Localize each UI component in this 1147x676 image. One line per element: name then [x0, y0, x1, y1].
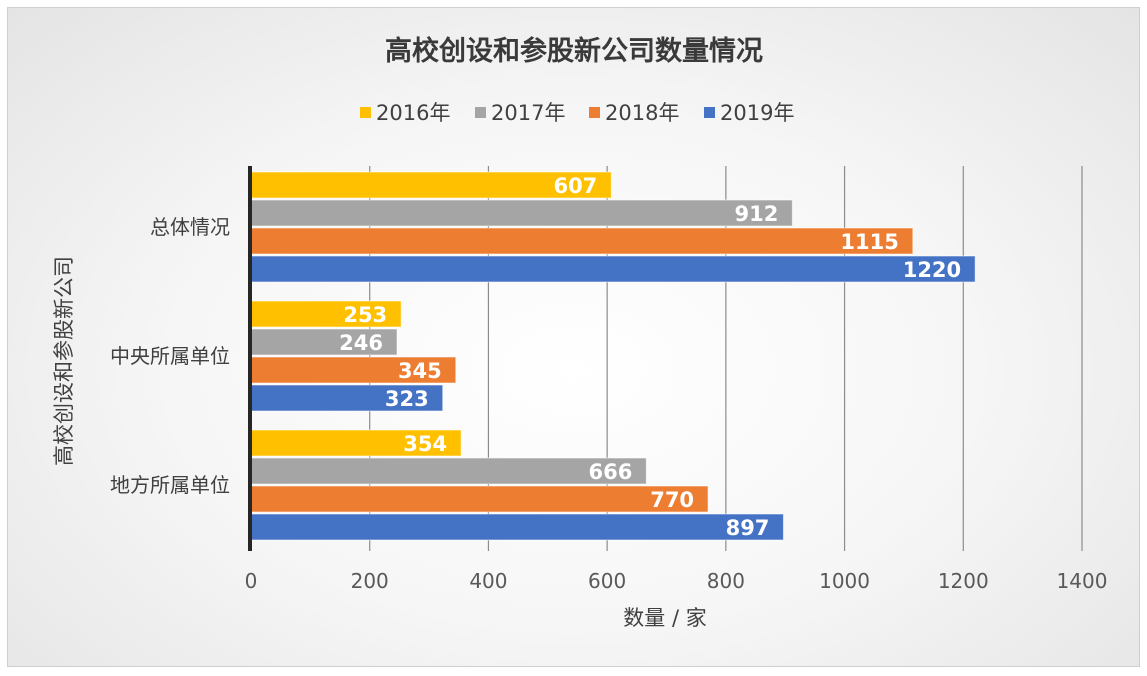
data-label: 354 — [403, 432, 447, 456]
data-label: 1220 — [903, 258, 961, 282]
data-label: 1115 — [840, 230, 898, 254]
chart-area: 高校创设和参股新公司数量情况 2016年 2017年 2018年 2019年 607 9… — [7, 7, 1140, 667]
bar — [250, 255, 976, 283]
legend-swatch — [360, 107, 371, 118]
legend-label: 2018年 — [605, 101, 679, 125]
data-label: 666 — [588, 460, 632, 484]
data-label: 912 — [734, 202, 778, 226]
data-label: 323 — [385, 387, 429, 411]
legend-swatch — [704, 107, 715, 118]
legend-label: 2016年 — [376, 101, 450, 125]
bar-chart: 高校创设和参股新公司数量情况 2016年 2017年 2018年 2019年 607 9… — [52, 35, 1108, 630]
x-tick-label: 1400 — [1057, 569, 1108, 593]
bar — [250, 485, 709, 513]
data-label: 253 — [343, 303, 387, 327]
x-tick-labels: 0 200 400 600 800 1000 1200 1400 — [245, 569, 1108, 593]
bar — [250, 328, 398, 356]
category-label: 总体情况 — [150, 215, 230, 239]
x-tick-label: 0 — [245, 569, 258, 593]
data-label: 345 — [398, 359, 442, 383]
legend-swatch — [475, 107, 486, 118]
legend-label: 2019年 — [720, 101, 794, 125]
bar — [250, 457, 647, 485]
x-tick-label: 600 — [588, 569, 626, 593]
legend-label: 2017年 — [491, 101, 565, 125]
x-tick-label: 200 — [351, 569, 389, 593]
x-tick-label: 400 — [469, 569, 507, 593]
bar — [250, 384, 444, 412]
category-label: 地方所属单位 — [110, 473, 230, 497]
data-label: 246 — [339, 331, 383, 355]
chart-title: 高校创设和参股新公司数量情况 — [385, 35, 763, 67]
bar — [250, 199, 793, 227]
bar — [250, 300, 402, 328]
data-label: 770 — [650, 488, 694, 512]
x-axis-title: 数量 / 家 — [623, 606, 706, 630]
bar — [250, 513, 784, 541]
legend: 2016年 2017年 2018年 2019年 — [360, 101, 794, 125]
x-tick-label: 1000 — [819, 569, 870, 593]
data-label: 897 — [726, 516, 770, 540]
x-tick-label: 1200 — [938, 569, 989, 593]
bar — [250, 429, 462, 457]
category-label: 中央所属单位 — [110, 344, 230, 368]
bars — [250, 171, 976, 541]
data-label: 607 — [553, 174, 597, 198]
bar — [250, 227, 914, 255]
x-tick-label: 800 — [707, 569, 745, 593]
y-axis-title: 高校创设和参股新公司 — [52, 256, 76, 466]
legend-swatch — [589, 107, 600, 118]
